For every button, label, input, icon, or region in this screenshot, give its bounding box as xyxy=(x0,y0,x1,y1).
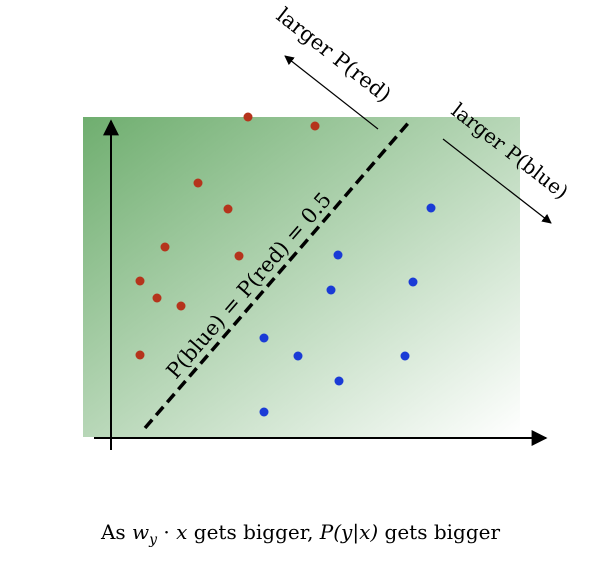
caption-text-2: gets bigger, xyxy=(187,520,320,544)
larger-red-arrow xyxy=(284,55,379,130)
red-point-6 xyxy=(234,251,244,261)
red-point-7 xyxy=(135,276,145,286)
red-point-5 xyxy=(160,242,170,252)
red-point-9 xyxy=(176,301,186,311)
figure-caption: As wy · x gets bigger, P(y|x) gets bigge… xyxy=(0,520,601,548)
caption-math-p: P(y|x) xyxy=(319,520,379,544)
blue-point-3 xyxy=(408,277,418,287)
blue-point-4 xyxy=(326,285,336,295)
red-point-1 xyxy=(243,112,253,122)
blue-point-1 xyxy=(426,203,436,213)
data-points xyxy=(135,112,436,417)
caption-math-subscript: y xyxy=(149,532,158,548)
blue-point-5 xyxy=(259,333,269,343)
blue-point-6 xyxy=(293,351,303,361)
larger-blue-arrow xyxy=(442,138,552,224)
probability-gradient-background xyxy=(83,117,520,437)
red-point-3 xyxy=(193,178,203,188)
red-point-10 xyxy=(135,350,145,360)
blue-point-8 xyxy=(334,376,344,386)
blue-point-7 xyxy=(400,351,410,361)
red-point-2 xyxy=(310,121,320,131)
larger-red-label: larger P(red) xyxy=(272,3,396,107)
red-point-4 xyxy=(223,204,233,214)
caption-dot: · xyxy=(157,520,177,544)
caption-math-x: x xyxy=(176,520,188,544)
blue-point-2 xyxy=(333,250,343,260)
red-point-8 xyxy=(152,293,162,303)
caption-text: As xyxy=(100,520,133,544)
blue-point-9 xyxy=(259,407,269,417)
caption-math-w: w xyxy=(132,520,150,544)
caption-text-3: gets bigger xyxy=(378,520,501,544)
